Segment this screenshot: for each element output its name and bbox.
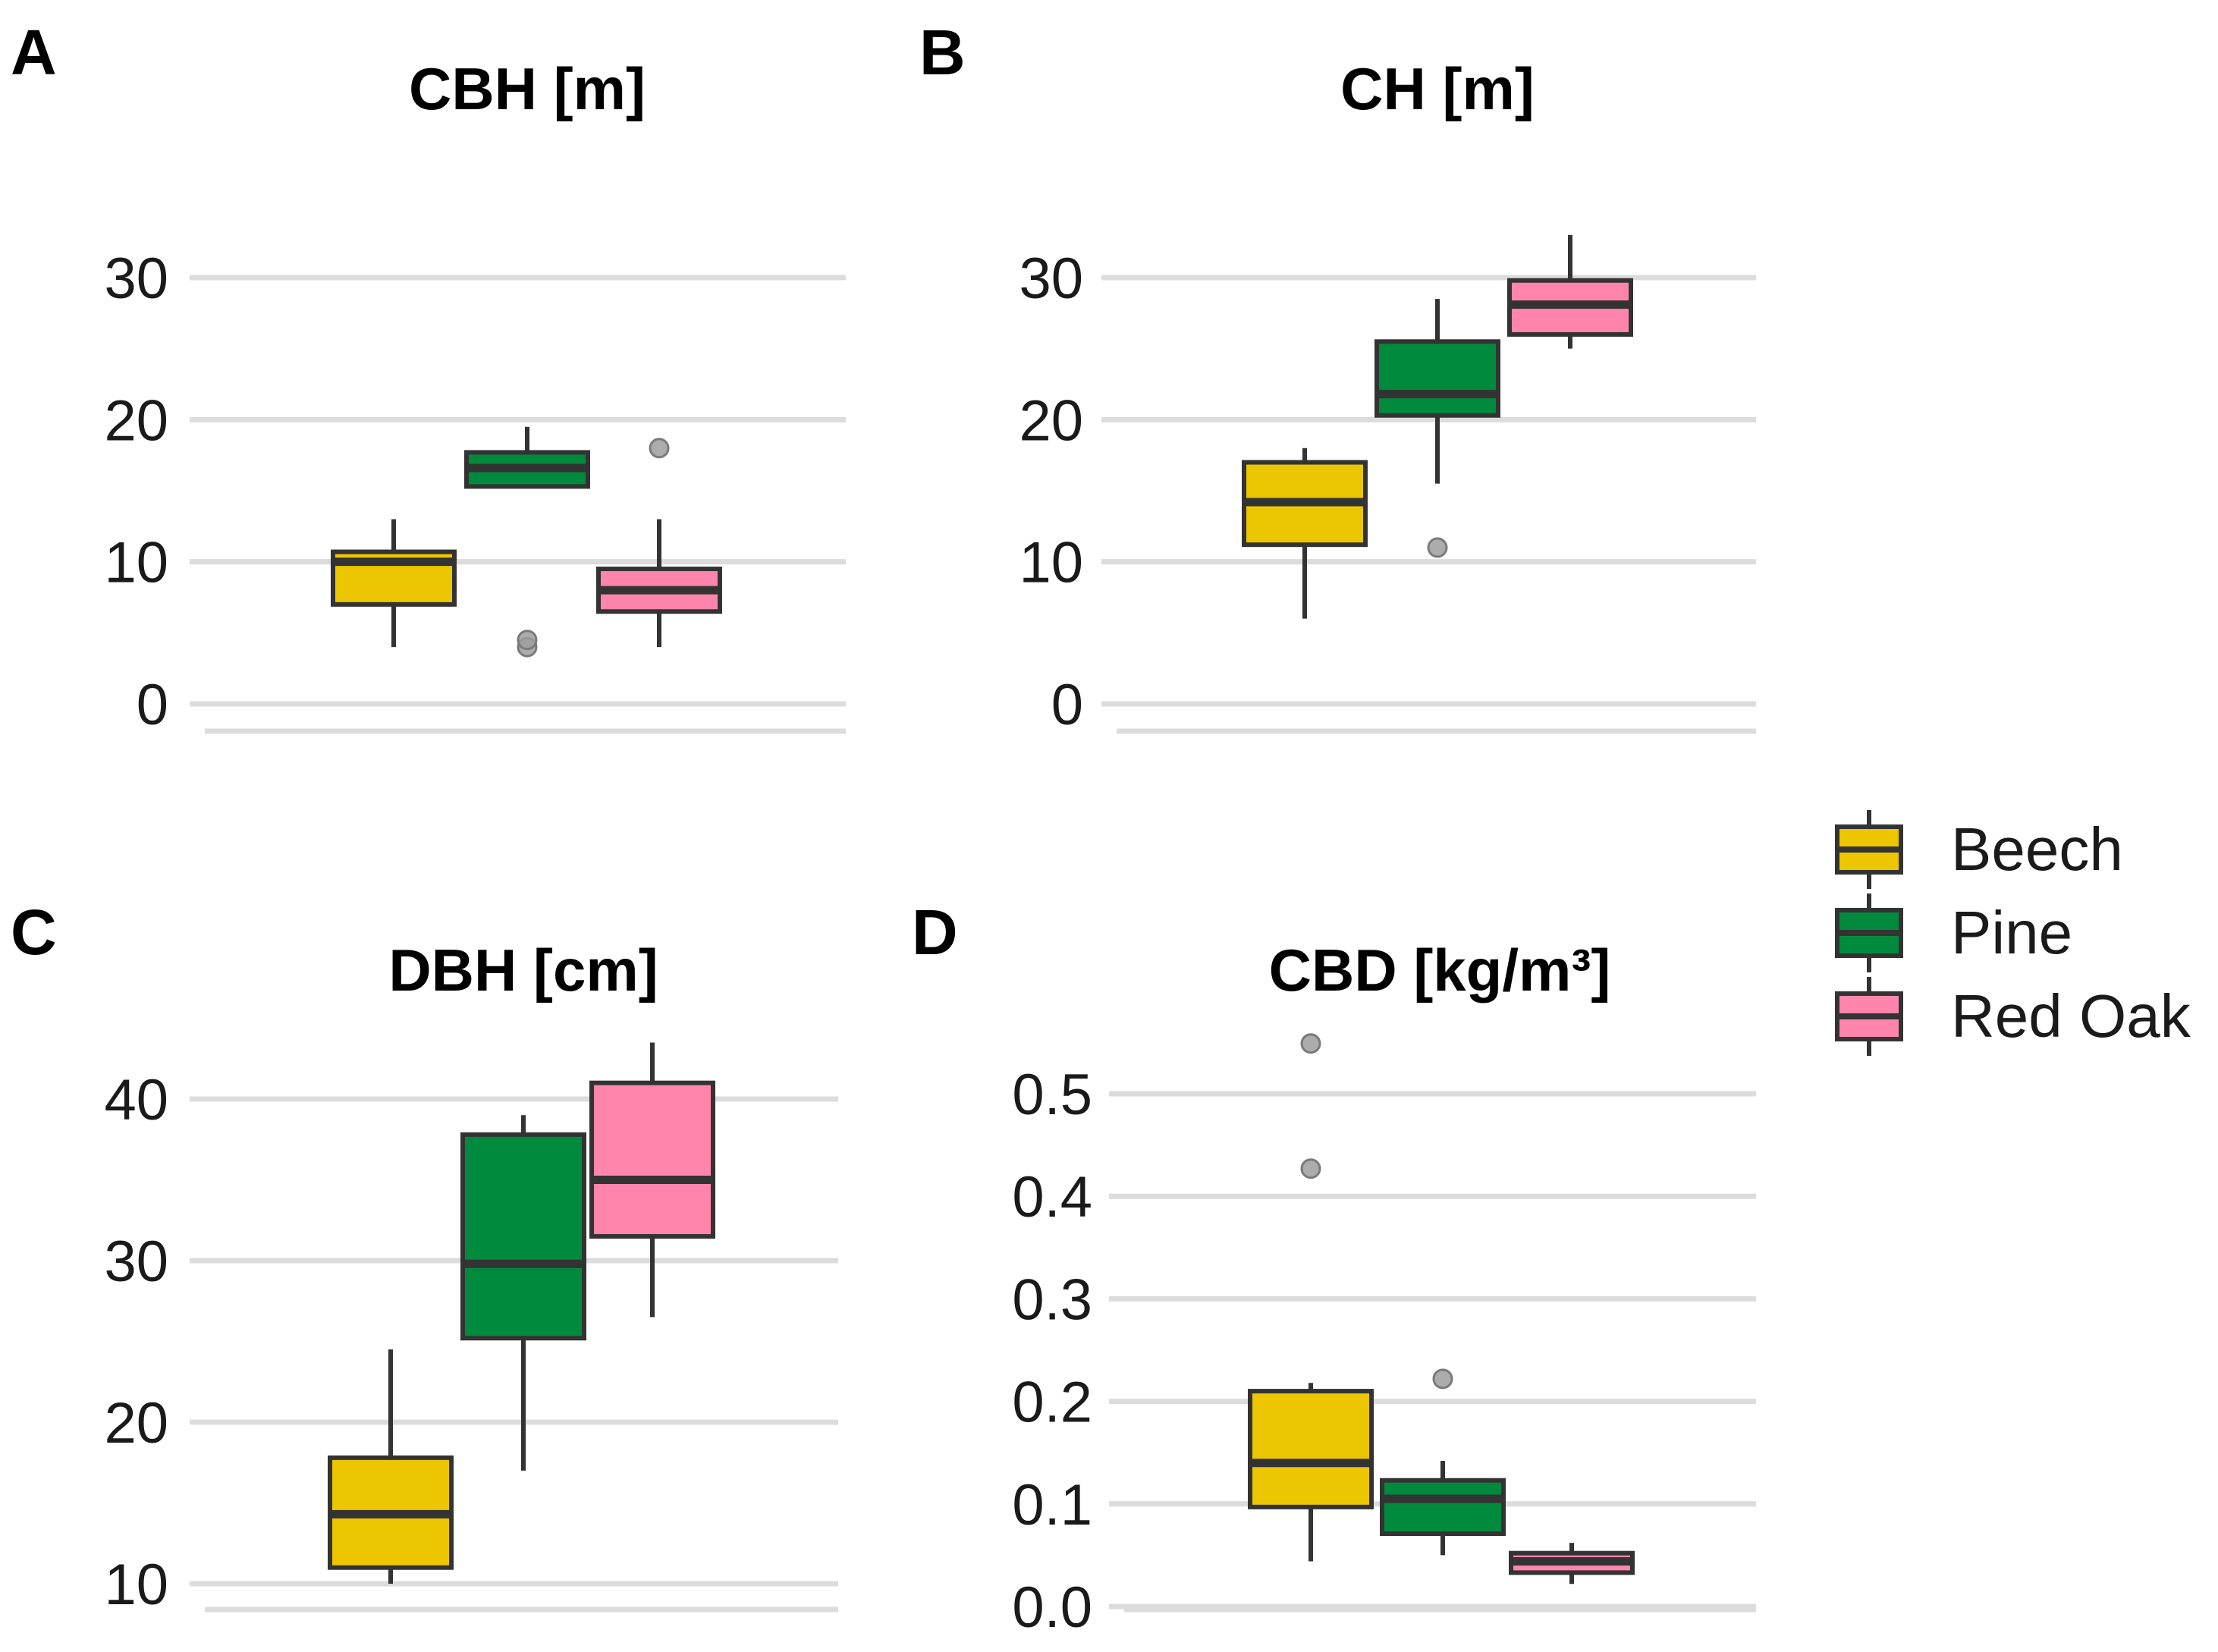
panel-title-a: CBH [m]	[409, 55, 646, 122]
box-red-oak	[596, 438, 722, 648]
y-tick-label: 40	[104, 1068, 168, 1132]
box-iqr	[1248, 1389, 1374, 1509]
y-tick-label: 20	[1019, 388, 1083, 453]
outlier-point	[1300, 1033, 1321, 1054]
box-red-oak	[589, 1042, 715, 1318]
y-tick-label: 0.5	[1012, 1063, 1092, 1127]
legend-key-red-oak	[1835, 977, 1903, 1056]
legend-item-pine: Pine	[1835, 894, 2072, 972]
panel-letter-a: A	[11, 17, 57, 88]
outlier-point	[649, 438, 670, 459]
box-iqr	[1374, 339, 1500, 418]
panel-title-c: DBH [cm]	[388, 937, 658, 1003]
box-iqr	[460, 1132, 586, 1341]
outlier-point	[1432, 1368, 1453, 1390]
y-tick-label: 10	[104, 531, 168, 595]
y-tick-label: 20	[104, 388, 168, 453]
panel-c: C DBH [cm] 10 20 30 40	[11, 897, 838, 1617]
y-tick-label: 10	[1019, 531, 1083, 595]
y-tick-label: 0.2	[1012, 1371, 1092, 1435]
legend-item-red-oak: Red Oak	[1835, 977, 2191, 1056]
panel-b: B CH [m] 0 10 20 30	[919, 17, 1756, 737]
y-tick-label: 0.0	[1012, 1575, 1092, 1640]
plot-area-b: 0 10 20 30	[1019, 234, 1756, 737]
panel-letter-b: B	[919, 17, 966, 88]
y-tick-label: 30	[104, 1230, 168, 1294]
box-beech	[1248, 1033, 1374, 1562]
box-red-oak	[1509, 1543, 1635, 1584]
legend-label-beech: Beech	[1951, 815, 2123, 883]
plot-area-a: 0 10 20 30	[104, 247, 846, 737]
box-iqr	[1380, 1478, 1506, 1537]
y-tick-label: 0	[137, 673, 168, 737]
plot-area-d: 0.0 0.1 0.2 0.3 0.4 0.5	[1012, 1033, 1756, 1640]
outlier-point	[517, 630, 538, 651]
box-iqr	[589, 1080, 715, 1239]
panel-title-b: CH [m]	[1340, 55, 1535, 122]
legend-label-pine: Pine	[1951, 899, 2072, 966]
box-beech	[328, 1349, 454, 1584]
box-pine	[460, 1115, 586, 1471]
legend-label-red-oak: Red Oak	[1951, 982, 2191, 1050]
legend: Beech Pine Red Oak	[1835, 810, 2191, 1056]
box-pine	[1374, 299, 1500, 558]
outlier-point	[1300, 1158, 1321, 1179]
panel-d: D CBD [kg/m³] 0.0 0.1 0.2 0.3 0.4 0.5	[912, 897, 1756, 1640]
box-pine	[464, 426, 590, 658]
y-tick-label: 0.1	[1012, 1473, 1092, 1537]
legend-key-pine	[1835, 894, 1903, 972]
outlier-point	[1427, 537, 1448, 558]
panel-letter-d: D	[912, 897, 958, 968]
y-tick-label: 0	[1051, 673, 1083, 737]
box-beech	[1242, 448, 1368, 619]
legend-key-beech	[1835, 810, 1903, 889]
box-red-oak	[1507, 234, 1633, 349]
y-tick-label: 30	[1019, 247, 1083, 311]
y-tick-label: 0.3	[1012, 1267, 1092, 1332]
box-pine	[1380, 1368, 1506, 1556]
panel-letter-c: C	[11, 897, 57, 968]
y-tick-label: 20	[104, 1391, 168, 1456]
legend-item-beech: Beech	[1835, 810, 2123, 889]
y-tick-label: 10	[104, 1553, 168, 1617]
plot-area-c: 10 20 30 40	[104, 1042, 838, 1617]
y-tick-label: 30	[104, 247, 168, 311]
panel-title-d: CBD [kg/m³]	[1269, 937, 1611, 1003]
y-tick-label: 0.4	[1012, 1165, 1092, 1230]
box-beech	[331, 519, 457, 648]
panel-a: A CBH [m] 0 10 20 30	[11, 17, 846, 737]
